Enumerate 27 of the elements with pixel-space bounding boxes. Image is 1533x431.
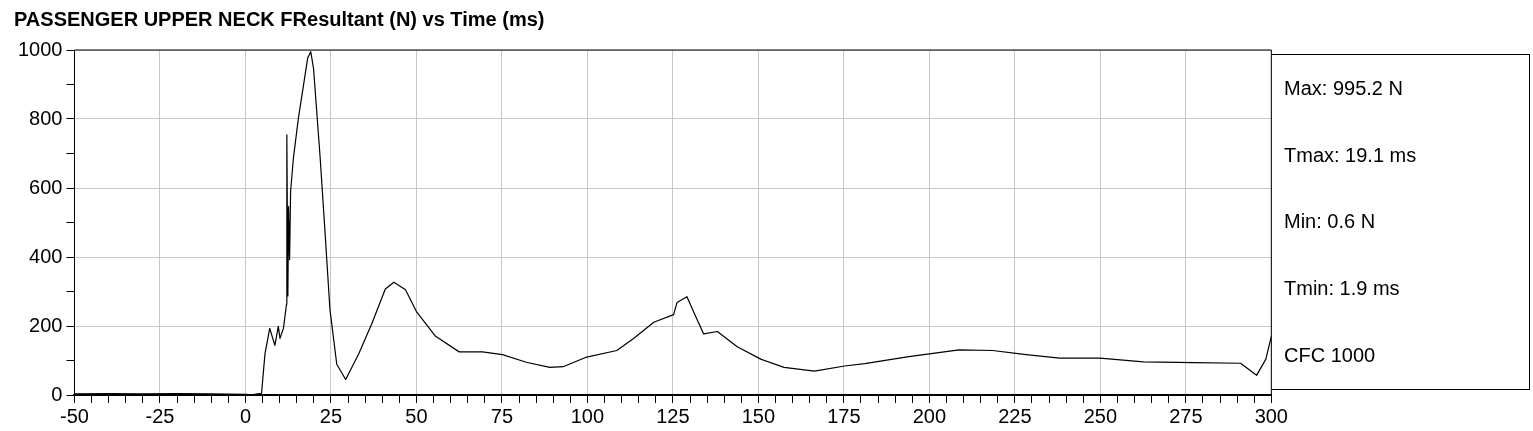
y-tick-label: 0 [51, 382, 63, 405]
x-tick-label: 250 [1083, 404, 1118, 427]
text: CFC 1000 [1284, 344, 1377, 368]
text: Max: 995.2 N [1284, 76, 1404, 100]
x-tick-label: 300 [1254, 404, 1288, 427]
chart-title: PASSENGER UPPER NECK FResultant (N) vs Time (ms) [14, 7, 545, 30]
x-tick-label: -50 [60, 404, 89, 427]
y-tick-label: 400 [29, 244, 63, 267]
y-tick-label: 800 [29, 106, 63, 129]
y-tick-label: 200 [29, 313, 63, 336]
x-tick-label: 75 [490, 404, 514, 427]
text: Tmax: 19.1 ms [1284, 143, 1418, 167]
x-tick-label: 100 [570, 404, 605, 427]
x-tick-label: 0 [239, 404, 252, 427]
text: Min: 0.6 N [1284, 210, 1377, 234]
x-tick-label: 50 [405, 404, 428, 427]
text: Tmin: 1.9 ms [1284, 277, 1401, 301]
x-tick-label: -25 [145, 404, 175, 427]
x-tick-label: 175 [827, 404, 861, 427]
x-tick-label: 125 [656, 404, 690, 427]
x-tick-label: 150 [741, 404, 776, 427]
x-tick-label: 225 [998, 404, 1032, 427]
x-tick-label: 200 [912, 404, 947, 427]
y-tick-label: 600 [29, 175, 63, 198]
x-tick-label: 275 [1169, 404, 1203, 427]
x-tick-label: 25 [319, 404, 343, 427]
y-tick-label: 1000 [17, 37, 63, 60]
